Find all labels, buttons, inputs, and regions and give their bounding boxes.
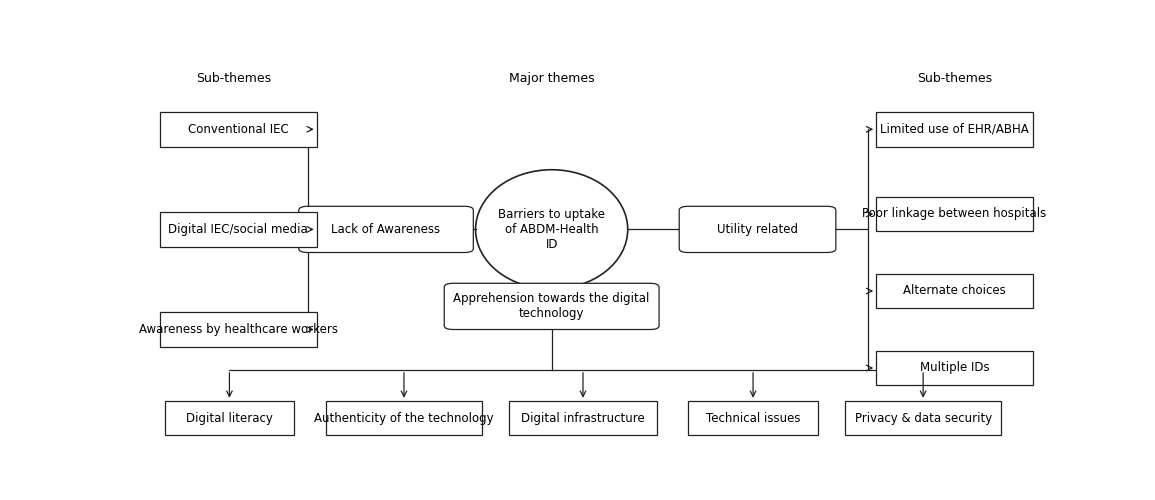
FancyBboxPatch shape	[161, 212, 316, 246]
Text: Lack of Awareness: Lack of Awareness	[331, 223, 440, 236]
Text: Barriers to uptake
of ABDM-Health
ID: Barriers to uptake of ABDM-Health ID	[498, 208, 605, 251]
Text: Sub-themes: Sub-themes	[196, 72, 271, 85]
FancyBboxPatch shape	[877, 350, 1033, 386]
FancyBboxPatch shape	[679, 206, 836, 252]
Text: Major themes: Major themes	[509, 72, 595, 85]
FancyBboxPatch shape	[877, 274, 1033, 308]
FancyBboxPatch shape	[877, 196, 1033, 232]
FancyBboxPatch shape	[164, 400, 295, 436]
FancyBboxPatch shape	[445, 284, 660, 330]
Text: Poor linkage between hospitals: Poor linkage between hospitals	[863, 208, 1046, 220]
FancyBboxPatch shape	[299, 206, 474, 252]
Text: Apprehension towards the digital
technology: Apprehension towards the digital technol…	[454, 292, 650, 320]
FancyBboxPatch shape	[688, 400, 818, 436]
Text: Sub-themes: Sub-themes	[917, 72, 992, 85]
Text: Privacy & data security: Privacy & data security	[855, 412, 992, 424]
Text: Utility related: Utility related	[717, 223, 798, 236]
Text: Digital IEC/social media: Digital IEC/social media	[169, 223, 308, 236]
FancyBboxPatch shape	[877, 112, 1033, 146]
FancyBboxPatch shape	[161, 312, 316, 347]
Text: Authenticity of the technology: Authenticity of the technology	[314, 412, 494, 424]
Text: Technical issues: Technical issues	[706, 412, 800, 424]
Text: Awareness by healthcare workers: Awareness by healthcare workers	[139, 323, 338, 336]
Text: Limited use of EHR/ABHA: Limited use of EHR/ABHA	[880, 123, 1029, 136]
Text: Multiple IDs: Multiple IDs	[919, 362, 990, 374]
FancyBboxPatch shape	[844, 400, 1001, 436]
Text: Conventional IEC: Conventional IEC	[188, 123, 289, 136]
Text: Digital literacy: Digital literacy	[186, 412, 273, 424]
FancyBboxPatch shape	[326, 400, 483, 436]
FancyBboxPatch shape	[161, 112, 316, 146]
FancyBboxPatch shape	[509, 400, 657, 436]
Text: Digital infrastructure: Digital infrastructure	[521, 412, 644, 424]
Text: Alternate choices: Alternate choices	[903, 284, 1006, 298]
